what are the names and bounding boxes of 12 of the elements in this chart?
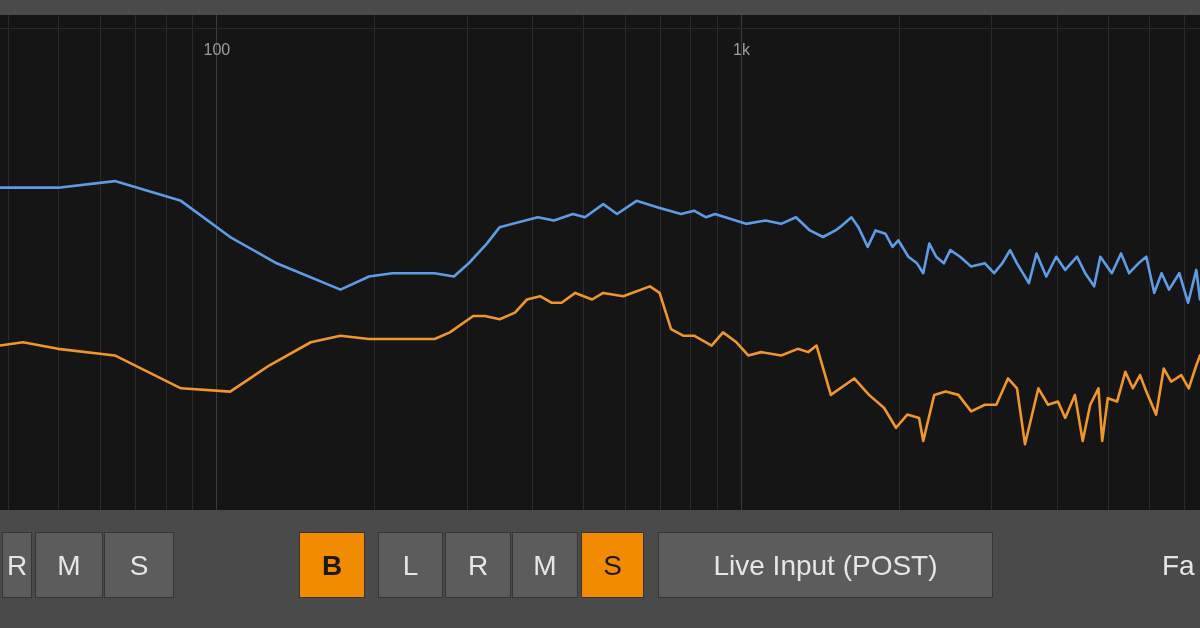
x-tick-label: 1k [733, 41, 751, 58]
text: Fa [1162, 550, 1196, 581]
text: L [402, 549, 419, 581]
text: Live Input (POST) [713, 549, 938, 581]
text: R [467, 549, 489, 581]
text: S [129, 549, 149, 581]
text: M [533, 549, 557, 581]
x-tick-label: 100 [203, 41, 231, 58]
text: M [57, 549, 81, 581]
text: S [603, 549, 622, 581]
text: R [6, 549, 28, 581]
text: B [321, 549, 343, 581]
